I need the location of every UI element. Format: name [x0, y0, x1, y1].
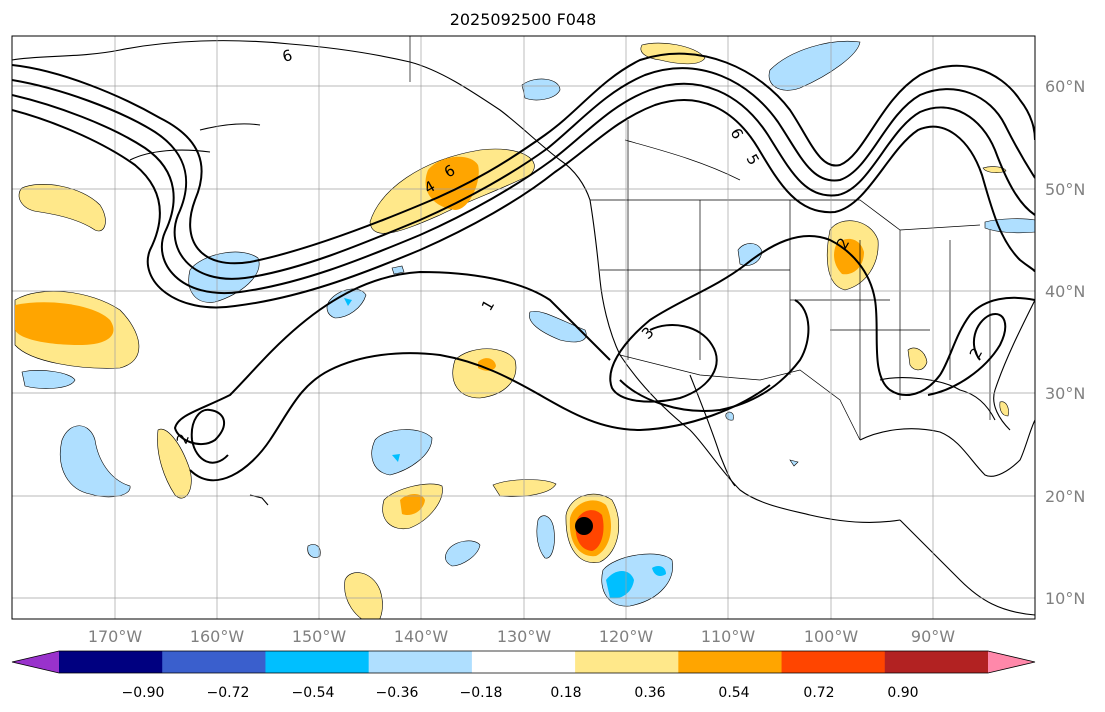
colorbar-segment: [368, 651, 473, 673]
map-frame: [11, 35, 1036, 620]
colorbar: [11, 650, 1036, 674]
colorbar-tick-label: 0.54: [718, 685, 749, 701]
lon-label: 130°W: [497, 627, 552, 646]
lon-label: 150°W: [292, 627, 347, 646]
colorbar-tick-label: 0.36: [634, 685, 665, 701]
lat-label: 10°N: [1045, 589, 1085, 608]
contour-lines: [12, 52, 1035, 482]
map-panel: 6 6 6 5 4 3 2 2 2 1: [12, 36, 1035, 619]
lon-label: 170°W: [88, 627, 143, 646]
lon-label: 160°W: [190, 627, 245, 646]
colorbar-segment: [575, 651, 679, 673]
colorbar-segment: [265, 651, 370, 673]
graticule: [12, 36, 1035, 619]
lat-label: 20°N: [1045, 487, 1085, 506]
longitude-labels: 170°W 160°W 150°W 140°W 130°W 120°W 110°…: [88, 627, 955, 646]
lon-label: 110°W: [701, 627, 756, 646]
colorbar-tick-labels: −0.90 −0.72 −0.54 −0.36 −0.18 0.18 0.36 …: [122, 685, 919, 701]
colorbar-tick-label: 0.90: [887, 685, 918, 701]
lat-label: 50°N: [1045, 180, 1085, 199]
negative-anomaly-shading: [21, 40, 1035, 607]
colorbar-extend-min: [12, 651, 59, 673]
latitude-labels: 60°N 50°N 40°N 30°N 20°N 10°N: [1045, 77, 1085, 608]
colorbar-tick-label: −0.18: [460, 685, 503, 701]
colorbar-segment: [162, 651, 266, 673]
colorbar-outline: [11, 650, 1036, 674]
lon-label: 120°W: [599, 627, 654, 646]
colorbar-segment: [678, 651, 783, 673]
lat-label: 60°N: [1045, 77, 1085, 96]
colorbar-segment: [471, 651, 576, 673]
colorbar-tick-label: −0.72: [207, 685, 250, 701]
colorbar-tick-label: −0.36: [376, 685, 419, 701]
lon-label: 140°W: [394, 627, 449, 646]
map-title: 2025092500 F048: [450, 10, 597, 29]
storm-center-marker: [575, 517, 593, 535]
colorbar-tick-label: −0.90: [122, 685, 165, 701]
lat-label: 30°N: [1045, 384, 1085, 403]
contour-label: 6: [280, 46, 294, 66]
colorbar-segment: [884, 651, 989, 673]
colorbar-segment: [781, 651, 886, 673]
positive-anomaly-shading: [14, 42, 1009, 619]
colorbar-tick-label: 0.72: [803, 685, 834, 701]
colorbar-tick-label: −0.54: [292, 685, 335, 701]
lon-label: 100°W: [804, 627, 859, 646]
lat-label: 40°N: [1045, 282, 1085, 301]
lon-label: 90°W: [911, 627, 955, 646]
colorbar-segment: [59, 651, 163, 673]
colorbar-tick-label: 0.18: [550, 685, 581, 701]
colorbar-extend-max: [988, 651, 1035, 673]
